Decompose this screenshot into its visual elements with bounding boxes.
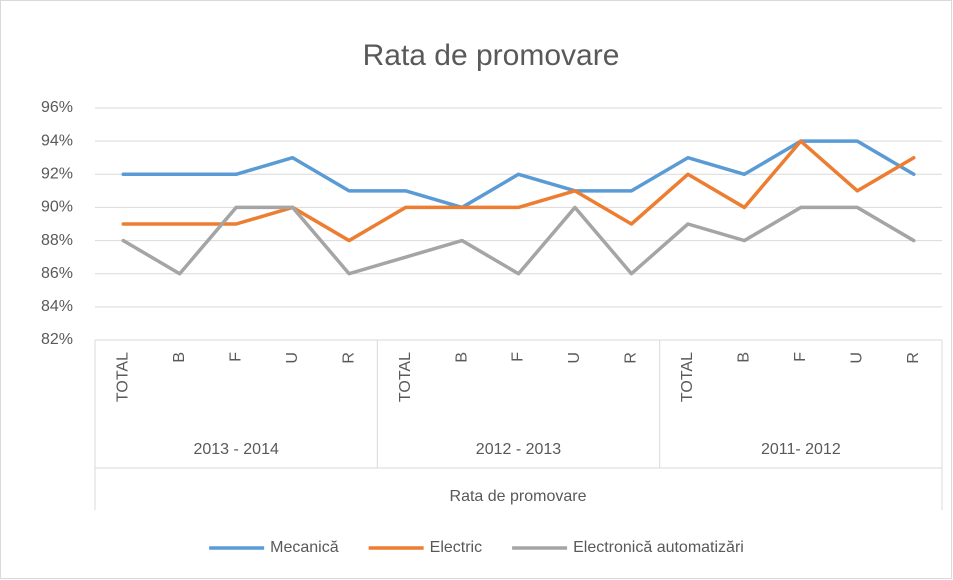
legend-label: Mecanică — [270, 539, 339, 556]
legend-label: Electric — [430, 539, 482, 556]
x-tick-label: F — [227, 352, 244, 362]
chart-title: Rata de promovare — [363, 39, 620, 72]
x-tick-label: B — [453, 352, 470, 363]
x-tick-label: F — [510, 352, 527, 362]
x-tick-label: R — [340, 352, 357, 364]
x-tick-label: U — [284, 352, 301, 364]
y-tick-label: 84% — [41, 298, 73, 315]
x-tick-label: R — [905, 352, 922, 364]
y-tick-label: 88% — [41, 232, 73, 249]
y-tick-label: 92% — [41, 166, 73, 183]
group-label: 2013 - 2014 — [193, 441, 279, 458]
y-tick-label: 96% — [41, 99, 73, 116]
x-tick-label: TOTAL — [397, 352, 414, 402]
series-line — [121, 139, 916, 243]
y-tick-label: 82% — [41, 331, 73, 348]
series-line — [121, 205, 916, 276]
x-tick-label: TOTAL — [679, 352, 696, 402]
y-tick-label: 86% — [41, 265, 73, 282]
x-tick-label: R — [623, 352, 640, 364]
x-tick-label: F — [792, 352, 809, 362]
y-tick-label: 94% — [41, 132, 73, 149]
series-line — [121, 139, 916, 210]
group-label: 2012 - 2013 — [476, 441, 562, 458]
y-tick-label: 90% — [41, 199, 73, 216]
group-label: 2011- 2012 — [761, 441, 841, 458]
x-axis-label: Rata de promovare — [450, 488, 587, 505]
x-tick-label: B — [171, 352, 188, 363]
legend-label: Electronică automatizări — [573, 539, 744, 556]
x-tick-label: U — [566, 352, 583, 364]
x-tick-label: U — [849, 352, 866, 364]
x-tick-label: TOTAL — [114, 352, 131, 402]
x-tick-label: B — [736, 352, 753, 363]
